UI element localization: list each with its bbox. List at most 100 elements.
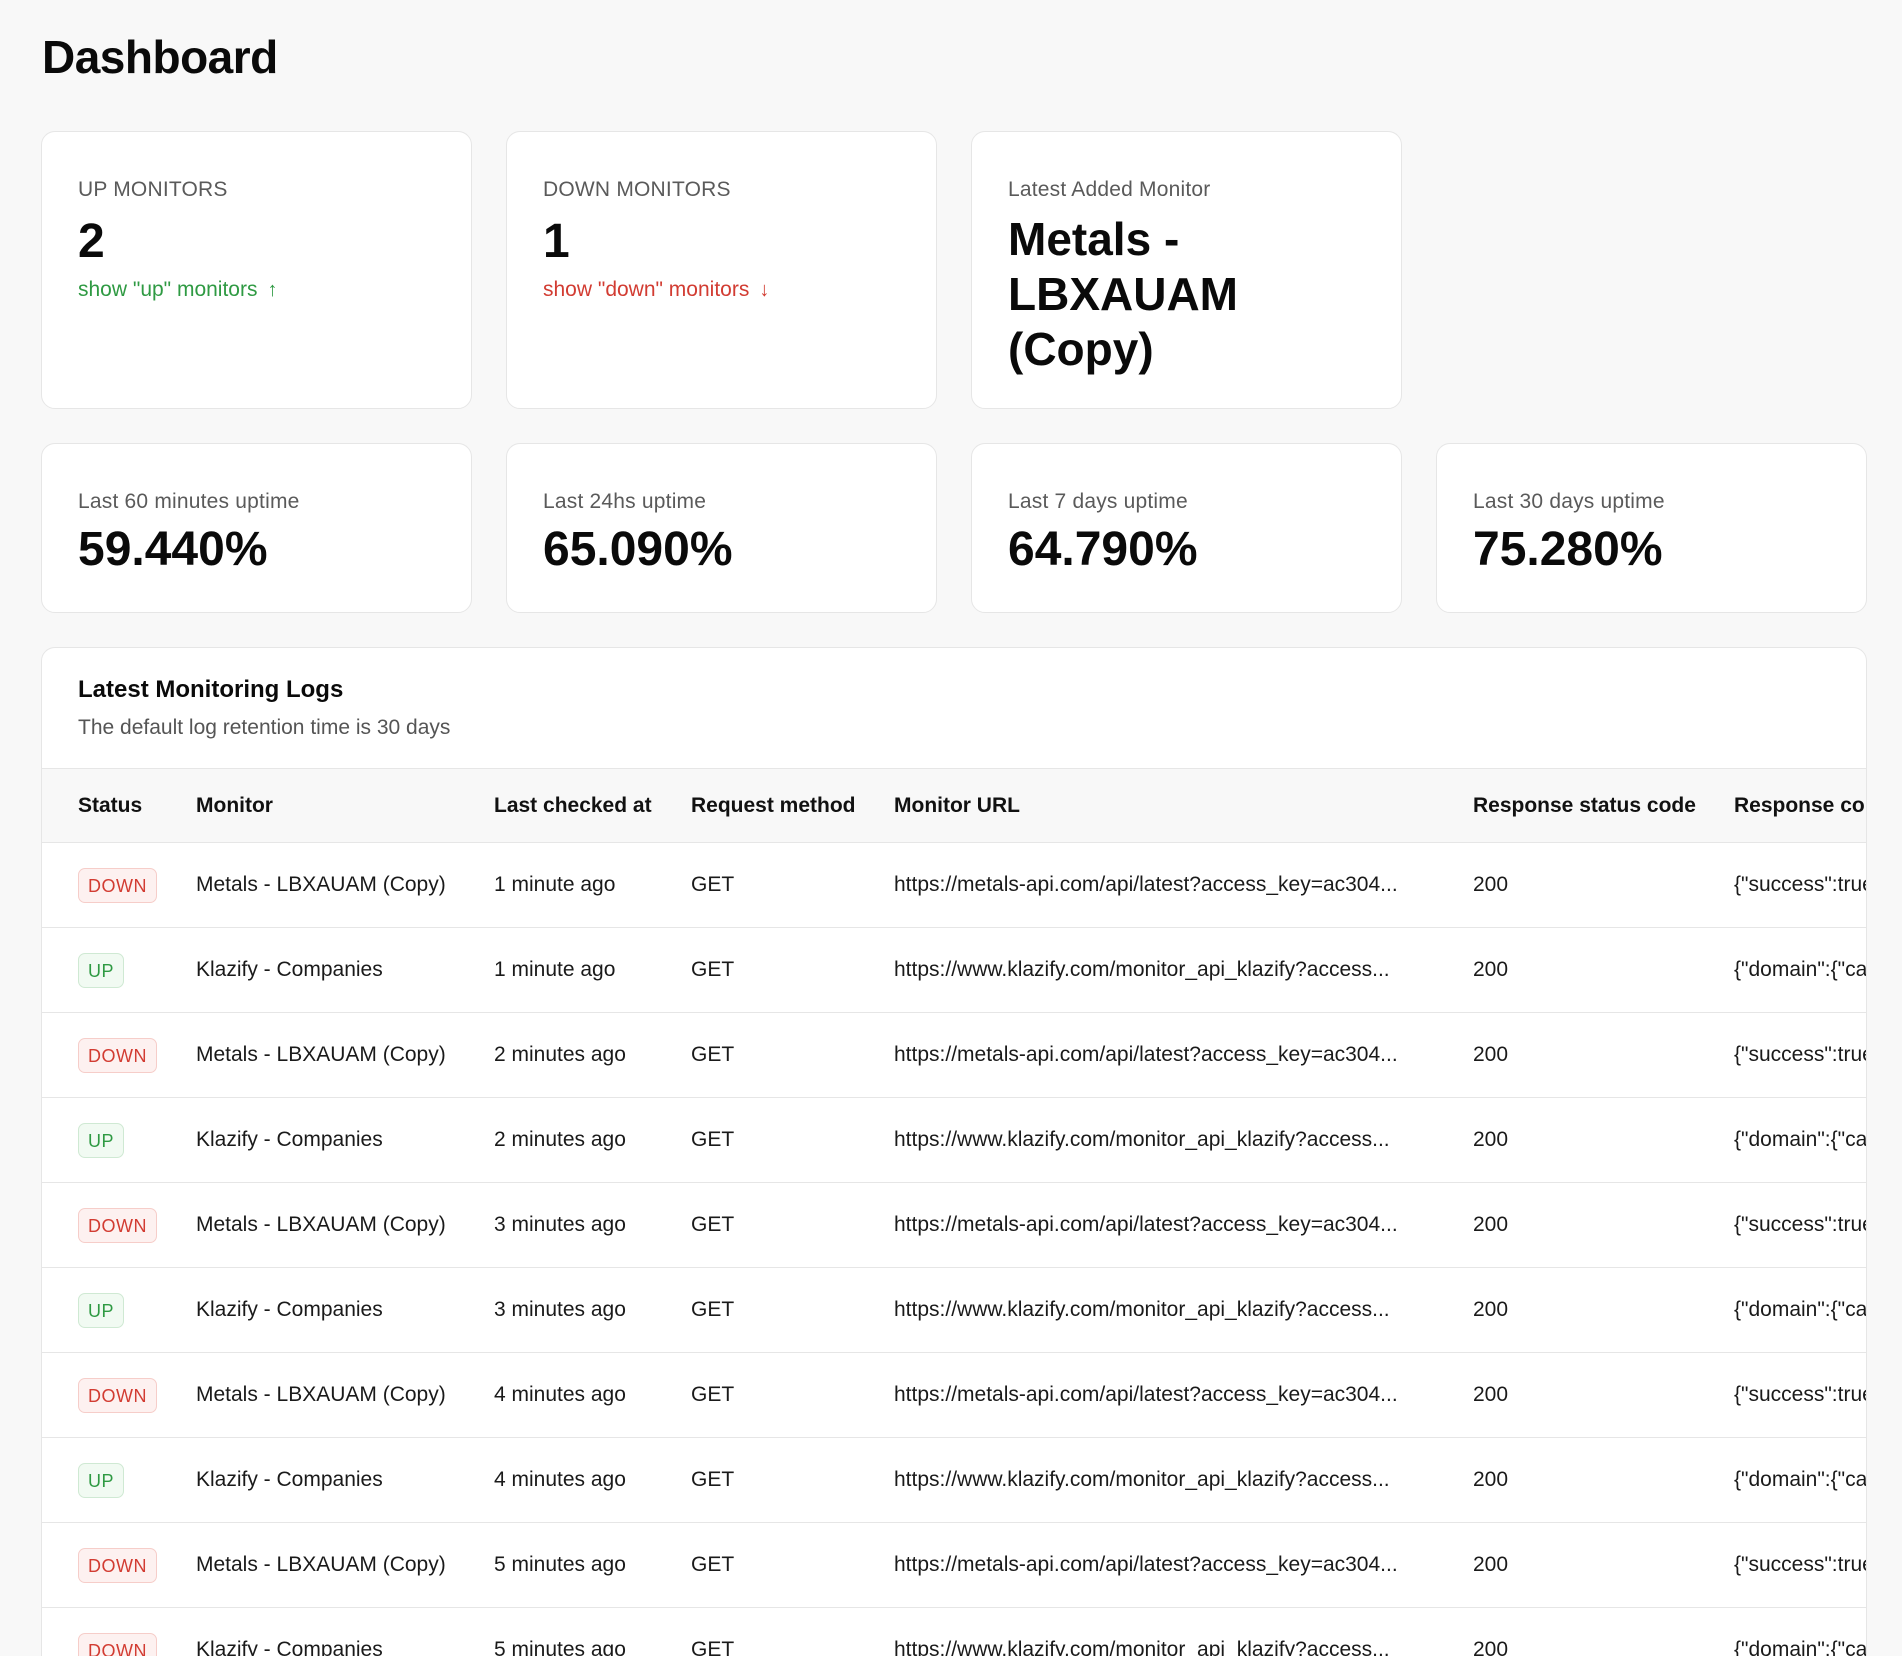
status-cell: UP [78,1438,196,1523]
last-checked-cell: 5 minutes ago [494,1553,626,1576]
request-method-cell: GET [691,1298,735,1321]
monitor-cell: Metals - LBXAUAM (Copy) [196,1213,446,1236]
request-method-cell: GET [691,1128,735,1151]
status-cell: DOWN [78,1608,196,1656]
status-badge: DOWN [78,1207,157,1243]
column-header-response-status-code: Response status code [1473,793,1696,817]
column-header-request-method: Request method [691,793,856,817]
request-method-cell: GET [691,1043,735,1066]
down-monitors-card: DOWN MONITORS 1 show "down" monitors ↓ [506,131,937,409]
show-down-monitors-label: show "down" monitors [543,278,750,301]
last-checked-cell: 2 minutes ago [494,1128,626,1151]
table-row[interactable]: DOWN Metals - LBXAUAM (Copy) 2 minutes ago… [42,1013,1867,1098]
down-monitors-label: DOWN MONITORS [543,178,731,201]
response-content-cell: {"domain":{"categories [1734,1638,1867,1656]
uptime-label: Last 30 days uptime [1473,490,1665,513]
row-spacer [42,928,78,1013]
last-checked-cell: 4 minutes ago [494,1383,626,1406]
table-row[interactable]: DOWN Metals - LBXAUAM (Copy) 5 minutes ago… [42,1523,1866,1608]
uptime-card-60-minutes: Last 60 minutes uptime 59.440% [41,443,472,613]
last-checked-cell: 2 minutes ago [494,1043,626,1066]
show-up-monitors-link[interactable]: show "up" monitors ↑ [78,278,277,302]
status-badge: UP [78,1292,125,1328]
row-spacer [42,1523,78,1608]
table-row[interactable]: DOWN Metals - LBXAUAM (Copy) 4 minutes ago… [42,1353,1866,1438]
response-content-cell: {"success":true [1734,1043,1867,1066]
request-method-cell: GET [691,873,735,896]
arrow-up-icon: ↑ [267,279,278,301]
up-monitors-card: UP MONITORS 2 show "up" monitors ↑ [41,131,472,409]
monitor-url-cell: https://www.klazify.com/monitor_api_klaz… [894,1298,1390,1321]
monitor-cell: Klazify - Companies [196,1298,383,1321]
status-badge: UP [78,1462,125,1498]
uptime-card-7-days: Last 7 days uptime 64.790% [971,443,1402,613]
monitor-url-cell: https://metals-api.com/api/latest?access… [894,1213,1398,1236]
table-row[interactable]: DOWN Metals - LBXAUAM (Copy) 1 minute ago G… [42,843,1866,928]
last-checked-cell: 5 minutes ago [494,1638,626,1656]
uptime-label: Last 60 minutes uptime [78,490,300,513]
table-row[interactable]: UP Klazify - Companies 3 minutes ago GET htt… [42,1268,1867,1353]
status-badge: DOWN [78,1037,157,1073]
row-spacer [42,1183,78,1268]
column-header-response-content: Response content [1734,793,1866,817]
row-spacer [42,1268,78,1353]
latest-added-monitor-name: Metals - LBXAUAM (Copy) [1008,213,1238,375]
logs-title: Latest Monitoring Logs [78,676,344,703]
row-spacer [42,843,78,928]
response-status-code-cell: 200 [1473,1298,1509,1321]
status-cell: UP [78,1268,196,1353]
response-content-cell: {"domain":{"categories [1734,1128,1867,1151]
monitor-url-cell: https://www.klazify.com/monitor_api_klaz… [894,1638,1390,1656]
table-row[interactable]: DOWN Klazify - Companies 5 minutes ago GET h… [42,1608,1867,1656]
response-status-code-cell: 200 [1473,1213,1509,1236]
logs-table[interactable]: Status Monitor Last checked at Request m… [42,768,1867,1656]
page-title: Dashboard [42,31,278,83]
status-cell: UP [78,1098,196,1183]
uptime-value: 65.090% [543,523,733,576]
monitor-cell: Klazify - Companies [196,1128,383,1151]
logs-subtitle: The default log retention time is 30 day… [78,716,451,739]
monitor-url-cell: https://metals-api.com/api/latest?access… [894,1383,1398,1406]
column-header-last-checked: Last checked at [494,793,652,817]
uptime-value: 75.280% [1473,523,1663,576]
last-checked-cell: 3 minutes ago [494,1213,626,1236]
status-cell: DOWN [78,1183,196,1268]
table-row[interactable]: UP Klazify - Companies 2 minutes ago GET htt… [42,1098,1867,1183]
response-status-code-cell: 200 [1473,873,1509,896]
monitor-cell: Metals - LBXAUAM (Copy) [196,1043,446,1066]
last-checked-cell: 4 minutes ago [494,1468,626,1491]
last-checked-cell: 1 minute ago [494,958,616,981]
arrow-down-icon: ↓ [759,279,770,301]
request-method-cell: GET [691,1383,735,1406]
show-down-monitors-link[interactable]: show "down" monitors ↓ [543,278,769,302]
response-status-code-cell: 200 [1473,1043,1509,1066]
down-monitors-count: 1 [543,215,570,268]
response-status-code-cell: 200 [1473,1468,1509,1491]
status-cell: DOWN [78,843,196,928]
up-monitors-label: UP MONITORS [78,178,228,201]
status-cell: DOWN [78,1353,196,1438]
table-header-spacer [42,769,78,843]
request-method-cell: GET [691,958,735,981]
table-row[interactable]: UP Klazify - Companies 4 minutes ago GET htt… [42,1438,1866,1523]
status-badge: UP [78,1122,125,1158]
monitor-url-cell: https://metals-api.com/api/latest?access… [894,1553,1398,1576]
row-spacer [42,1013,78,1098]
monitor-cell: Metals - LBXAUAM (Copy) [196,1553,446,1576]
monitor-cell: Metals - LBXAUAM (Copy) [196,873,446,896]
latest-monitoring-logs-panel: Latest Monitoring Logs The default log r… [41,647,1867,1656]
row-spacer [42,1608,78,1656]
table-row[interactable]: UP Klazify - Companies 1 minute ago GET http… [42,928,1866,1013]
table-row[interactable]: DOWN Metals - LBXAUAM (Copy) 3 minutes ago… [42,1183,1866,1268]
column-header-status: Status [78,793,143,817]
monitor-url-cell: https://www.klazify.com/monitor_api_klaz… [894,1468,1390,1491]
status-cell: UP [78,928,196,1013]
response-content-cell: {"domain":{"categories [1734,1298,1867,1321]
status-badge: DOWN [78,867,157,903]
response-status-code-cell: 200 [1473,958,1509,981]
table-header-row: Status Monitor Last checked at Request m… [42,768,1866,843]
request-method-cell: GET [691,1638,735,1656]
monitor-cell: Metals - LBXAUAM (Copy) [196,1383,446,1406]
latest-added-monitor-card: Latest Added Monitor Metals - LBXAUAM (C… [971,131,1402,409]
